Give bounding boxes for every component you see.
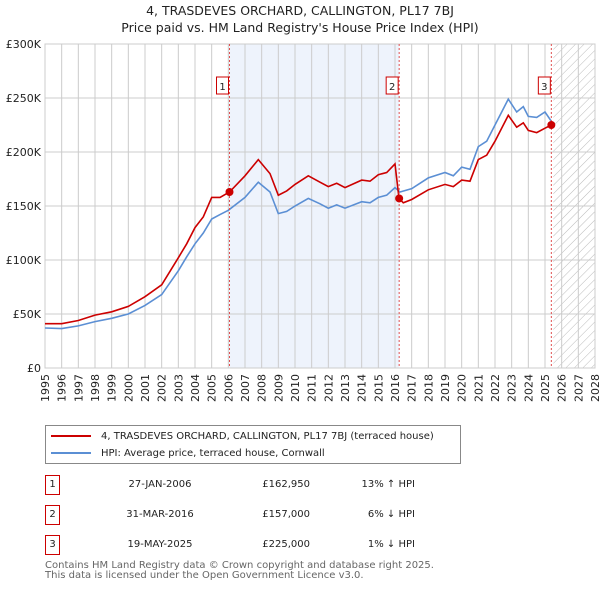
x-tick-label: 2027 (572, 374, 585, 402)
x-tick-label: 2017 (406, 374, 419, 402)
y-tick-label: £250K (6, 92, 42, 105)
transaction-marker: 1 (45, 475, 60, 495)
price-chart: 1995 1996 1997 1998 1999 2000 2001 2002 2003 2004… (6, 38, 600, 402)
sale-marker-label: 3 (541, 82, 547, 93)
x-tick-label: 2003 (172, 374, 185, 402)
x-tick-label: 2024 (522, 374, 535, 402)
x-tick-label: 1999 (106, 374, 119, 402)
transaction-hpi: 13% ↑ HPI (361, 479, 415, 490)
x-tick-label: 2028 (589, 374, 600, 402)
legend: 4, TRASDEVES ORCHARD, CALLINGTON, PL17 7… (45, 425, 461, 464)
x-tick-label: 2020 (456, 374, 469, 402)
x-tick-label: 2013 (339, 374, 352, 402)
legend-swatch-red (51, 435, 91, 437)
x-tick-label: 2005 (206, 374, 219, 402)
chart-subtitle: Price paid vs. HM Land Registry's House … (121, 20, 479, 35)
y-tick-label: £50K (13, 308, 42, 321)
x-tick-label: 2011 (306, 374, 319, 402)
x-tick-label: 2014 (356, 374, 369, 402)
x-tick-label: 2025 (539, 374, 552, 402)
x-tick-label: 2010 (289, 374, 302, 402)
sale-marker-label: 2 (389, 82, 395, 93)
sale-point (225, 188, 234, 197)
x-tick-label: 1995 (39, 374, 52, 402)
legend-label-hpi: HPI: Average price, terraced house, Corn… (101, 447, 325, 459)
x-tick-label: 2000 (122, 374, 135, 402)
transaction-row: 3 19-MAY-2025 £225,000 1% ↓ HPI (45, 535, 445, 555)
legend-item-property: 4, TRASDEVES ORCHARD, CALLINGTON, PL17 7… (51, 428, 434, 444)
transaction-row: 2 31-MAR-2016 £157,000 6% ↓ HPI (45, 505, 445, 525)
x-tick-label: 2002 (156, 374, 169, 402)
x-tick-label: 2001 (139, 374, 152, 402)
sale-marker-box (537, 76, 551, 95)
x-tick-label: 2021 (472, 374, 485, 402)
legend-swatch-blue (51, 452, 91, 454)
x-tick-label: 2007 (239, 374, 252, 402)
sale-marker-box (216, 76, 229, 95)
y-tick-label: £150K (6, 200, 42, 213)
transaction-date: 19-MAY-2025 (127, 539, 193, 550)
x-tick-label: 1997 (72, 374, 85, 402)
x-tick-label: 2026 (556, 374, 569, 402)
x-tick-label: 1998 (89, 374, 102, 402)
transaction-marker: 3 (45, 535, 60, 555)
legend-label-property: 4, TRASDEVES ORCHARD, CALLINGTON, PL17 7… (101, 430, 434, 442)
transaction-price: £225,000 (262, 539, 310, 550)
x-tick-label: 2016 (389, 374, 402, 402)
x-tick-label: 2006 (222, 374, 235, 402)
chart-title: 4, TRASDEVES ORCHARD, CALLINGTON, PL17 7… (146, 3, 454, 18)
x-tick-label: 2009 (272, 374, 285, 402)
y-tick-label: £200K (6, 146, 42, 159)
x-tick-label: 2019 (439, 374, 452, 402)
y-tick-label: £100K (6, 254, 42, 267)
transaction-price: £157,000 (262, 509, 310, 520)
transaction-row: 1 27-JAN-2006 £162,950 13% ↑ HPI (45, 475, 445, 495)
footer-line-1: Contains HM Land Registry data © Crown c… (45, 560, 434, 571)
legend-item-hpi: HPI: Average price, terraced house, Corn… (51, 445, 325, 461)
x-tick-label: 2015 (372, 374, 385, 402)
x-tick-label: 2012 (322, 374, 335, 402)
property-price-line (45, 113, 552, 325)
x-tick-label: 2023 (506, 374, 519, 402)
hpi-line (44, 97, 553, 330)
transaction-marker: 2 (45, 505, 60, 525)
x-tick-label: 2008 (256, 374, 269, 402)
transaction-date: 27-JAN-2006 (128, 479, 192, 490)
sale-marker-label: 1 (219, 82, 225, 93)
x-tick-label: 1996 (56, 374, 69, 402)
x-tick-label: 2018 (422, 374, 435, 402)
transaction-hpi: 6% ↓ HPI (367, 509, 415, 520)
x-tick-label: 2022 (489, 374, 502, 402)
footer: Contains HM Land Registry data © Crown c… (45, 561, 434, 581)
transaction-hpi: 1% ↓ HPI (367, 539, 415, 550)
footer-line-2: This data is licensed under the Open Gov… (45, 570, 364, 581)
y-tick-label: £300K (6, 38, 42, 51)
sale-marker-box (385, 76, 399, 95)
transaction-date: 31-MAR-2016 (126, 509, 194, 520)
x-tick-label: 2004 (189, 374, 202, 402)
y-tick-label: £0 (27, 362, 41, 375)
transaction-price: £162,950 (262, 479, 310, 490)
sale-point (395, 194, 404, 203)
sale-point (547, 121, 556, 129)
